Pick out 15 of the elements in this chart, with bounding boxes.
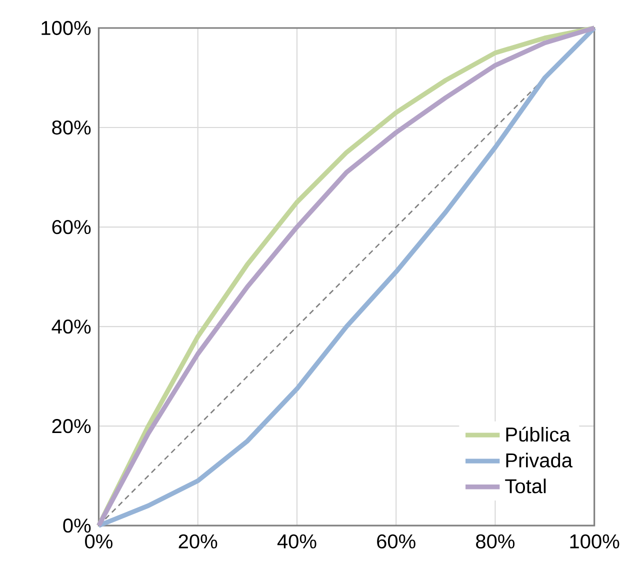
y-tick-label: 40% <box>52 319 91 334</box>
legend-label: Total <box>505 478 546 494</box>
x-tick-label: 80% <box>476 534 515 548</box>
y-tick-label: 0% <box>63 518 91 533</box>
x-tick-label: 40% <box>277 534 316 548</box>
x-tick-label: 0% <box>85 534 112 548</box>
y-tick-label: 100% <box>42 20 91 36</box>
y-tick-label: 60% <box>52 220 91 234</box>
legend-label: Pública <box>506 426 570 442</box>
legend-label: Privada <box>506 452 573 468</box>
y-tick-label: 20% <box>52 419 91 434</box>
x-tick-label: 20% <box>178 534 218 548</box>
x-tick-label: 60% <box>377 534 416 548</box>
y-tick-label: 80% <box>52 120 91 135</box>
x-tick-label: 100% <box>570 534 620 548</box>
